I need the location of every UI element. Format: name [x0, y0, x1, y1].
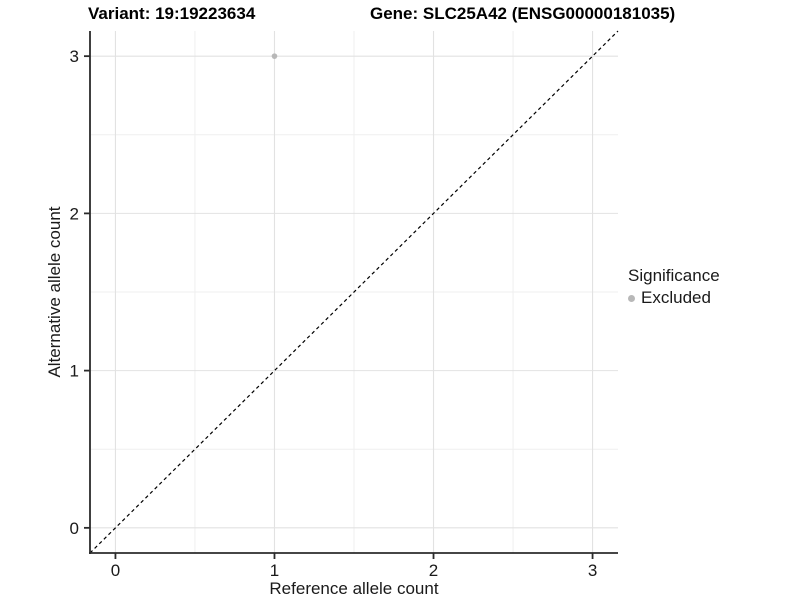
variant-title: Variant: 19:19223634: [88, 4, 256, 23]
gene-title: Gene: SLC25A42 (ENSG00000181035): [370, 4, 676, 23]
y-tick-label: 1: [70, 362, 79, 381]
y-tick-label: 3: [70, 47, 79, 66]
x-tick-label: 1: [270, 561, 279, 580]
excluded-point-swatch-icon: [628, 294, 635, 302]
x-axis-label: Reference allele count: [269, 579, 439, 598]
legend: Significance Excluded: [628, 266, 720, 308]
y-tick-label: 2: [70, 204, 79, 223]
legend-title: Significance: [628, 266, 720, 285]
x-tick-label: 2: [429, 561, 438, 580]
data-point: [271, 53, 278, 59]
legend-item-label: Excluded: [641, 288, 711, 307]
legend-item-excluded: Excluded: [628, 288, 720, 308]
y-tick-label: 0: [70, 519, 79, 538]
x-tick-label: 0: [111, 561, 120, 580]
identity-line: [89, 30, 619, 554]
x-tick-label: 3: [588, 561, 597, 580]
